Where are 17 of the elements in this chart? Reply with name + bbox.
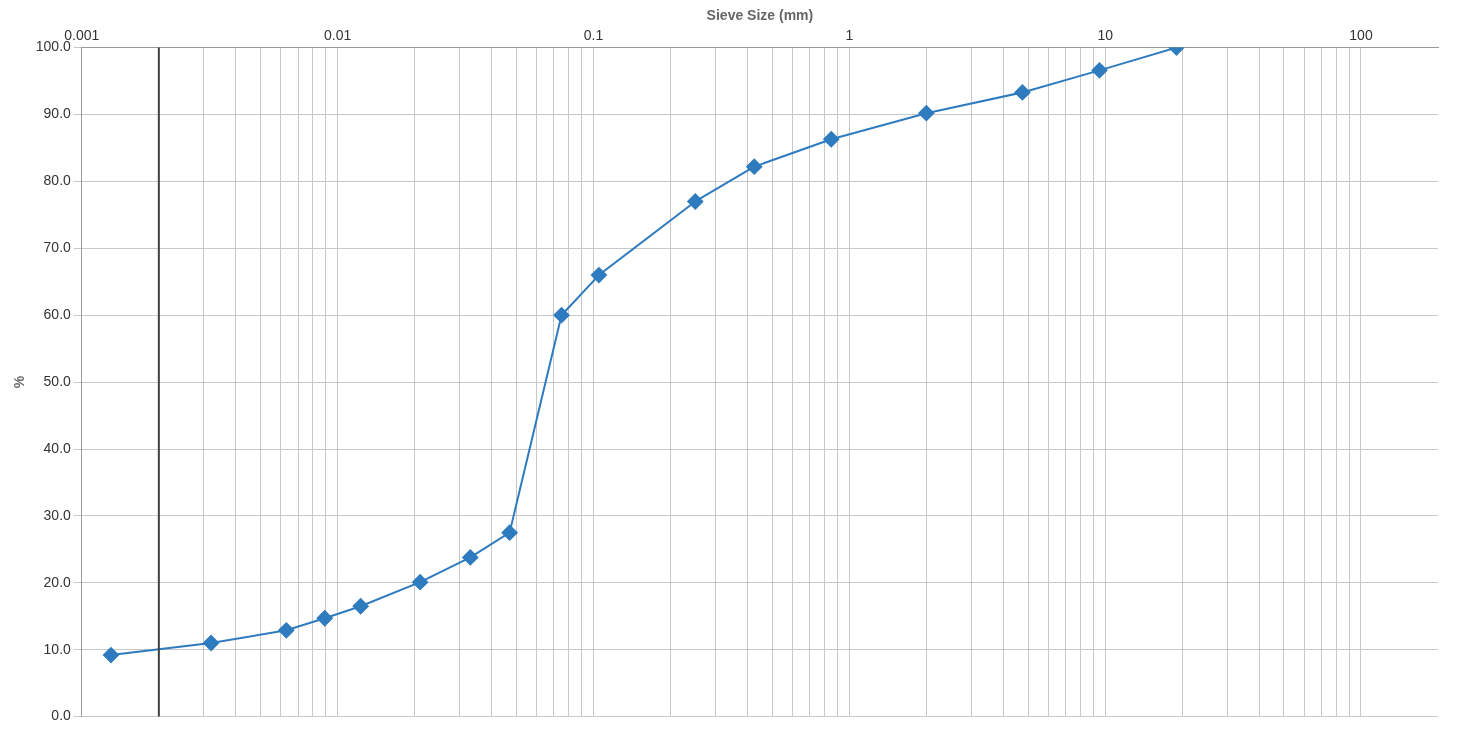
x-tick-label: 0.01 [324, 27, 352, 44]
y-tick-label: 50.0 [43, 372, 72, 389]
y-tick-label: 30.0 [43, 506, 72, 523]
x-tick-label: 1 [845, 27, 854, 44]
y-tick-label: 70.0 [43, 239, 72, 256]
y-tick-label: 40.0 [43, 439, 72, 456]
y-tick-label: 0.0 [51, 707, 72, 724]
y-tick-label: 20.0 [43, 573, 72, 590]
y-axis-title: % [11, 375, 28, 389]
y-tick-label: 80.0 [43, 172, 72, 189]
x-tick-label: 100 [1349, 27, 1373, 44]
y-tick-label: 10.0 [43, 640, 72, 657]
x-axis-title: Sieve Size (mm) [706, 7, 814, 24]
y-tick-label: 60.0 [43, 306, 72, 323]
y-tick-label: 90.0 [43, 105, 72, 122]
x-tick-label: 10 [1097, 27, 1114, 44]
x-tick-label: 0.1 [583, 27, 604, 44]
